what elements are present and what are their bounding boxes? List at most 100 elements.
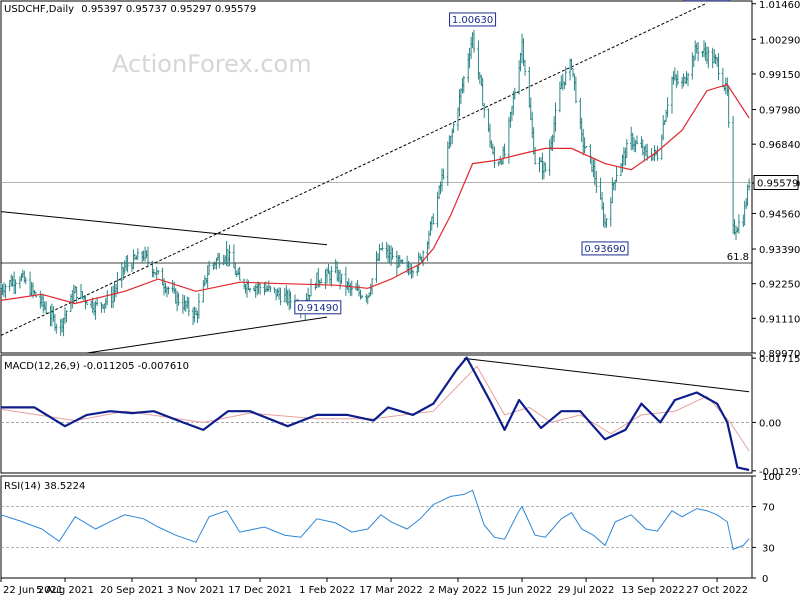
ohlc-bar — [529, 97, 532, 121]
ohlc-bar — [285, 285, 288, 304]
ohlc-bar — [644, 144, 647, 157]
ohlc-bar — [11, 275, 14, 287]
ohlc-bar — [426, 241, 429, 262]
triangle-trendline — [86, 316, 328, 354]
ohlc-bar — [548, 139, 551, 176]
ohlc-bar — [643, 146, 646, 162]
ohlc-bar — [161, 267, 164, 286]
ohlc-bar — [289, 291, 292, 309]
ohlc-bar — [472, 30, 476, 53]
ohlc-bar — [2, 282, 6, 297]
ohlc-bar — [155, 266, 158, 279]
triangle-trendline — [0, 211, 328, 246]
x-tick-label: 17 Mar 2022 — [359, 585, 422, 596]
ohlc-bar — [315, 272, 318, 288]
ohlc-bar — [624, 147, 627, 166]
ohlc-bar — [157, 270, 160, 275]
price-label-box — [449, 12, 497, 27]
ohlc-bar — [664, 109, 668, 122]
ohlc-bar — [583, 137, 586, 154]
ohlc-bar — [71, 290, 74, 309]
price-y-tick-label: 0.94560 — [759, 209, 800, 220]
price-label-box — [683, 0, 731, 2]
ohlc-bar — [520, 33, 524, 64]
ohlc-bar — [563, 81, 566, 89]
ohlc-bar — [602, 202, 605, 227]
ohlc-bar — [116, 272, 119, 294]
price-y-tick-label: 1.00290 — [759, 35, 800, 46]
ohlc-bar — [376, 253, 380, 262]
ohlc-bar — [143, 246, 147, 262]
ohlc-bar — [462, 76, 465, 93]
ohlc-bar — [28, 271, 32, 297]
ohlc-bar — [691, 52, 694, 80]
ohlc-bar — [357, 284, 361, 297]
ohlc-bar — [477, 40, 480, 80]
ohlc-bar — [717, 53, 720, 81]
ohlc-bar — [531, 111, 534, 139]
ohlc-bar — [254, 284, 257, 298]
ohlc-bar — [269, 285, 272, 293]
ohlc-bar — [360, 294, 364, 299]
ohlc-bar — [152, 269, 155, 278]
watermark: ActionForex.com — [112, 50, 312, 78]
ohlc-bar — [622, 147, 626, 166]
ohlc-bar — [727, 85, 730, 128]
ohlc-bar — [676, 70, 679, 86]
ohlc-bar — [600, 192, 604, 210]
ohlc-bar — [552, 116, 556, 143]
macd-y-tick-label: 0.00 — [759, 418, 781, 429]
ohlc-bar — [680, 77, 684, 89]
ohlc-bar — [490, 140, 493, 149]
ohlc-bar — [196, 310, 199, 323]
ohlc-bar — [276, 288, 279, 297]
ohlc-bar — [378, 244, 381, 262]
dashed-trendline — [0, 2, 708, 336]
ohlc-bar — [446, 141, 449, 186]
ohlc-bar — [145, 250, 148, 259]
ohlc-bar — [114, 283, 118, 298]
ohlc-bar — [177, 292, 180, 306]
ohlc-bar — [238, 266, 241, 281]
ohlc-bar — [191, 307, 195, 326]
ohlc-bar — [483, 103, 486, 118]
ohlc-bar — [560, 75, 563, 90]
ohlc-bar — [263, 282, 266, 296]
price-y-tick-label: 0.96840 — [759, 140, 800, 151]
ohlc-bar — [593, 158, 596, 186]
ohlc-bar — [582, 128, 585, 156]
ohlc-bar — [666, 97, 669, 118]
ohlc-bar — [673, 67, 677, 81]
ohlc-bar — [122, 267, 125, 280]
x-tick-label: 5 Aug 2021 — [36, 585, 94, 596]
ohlc-bar — [469, 36, 473, 59]
ohlc-bar — [682, 73, 685, 87]
ohlc-bar — [456, 107, 460, 131]
ohlc-bar — [510, 106, 514, 121]
ohlc-bar — [662, 115, 665, 141]
ohlc-bar — [632, 137, 636, 152]
ohlc-bar — [274, 289, 278, 301]
ohlc-bar — [256, 282, 259, 296]
ohlc-bar — [448, 135, 451, 149]
symbol-label: USDCHF,Daily — [4, 4, 74, 15]
x-tick-label: 17 Dec 2021 — [228, 585, 292, 596]
ohlc-bar — [603, 213, 607, 229]
x-tick-label: 1 Feb 2022 — [299, 585, 355, 596]
price-y-tick-label: 1.01460 — [759, 0, 800, 11]
ohlc-bar — [571, 68, 575, 78]
ohlc-bar — [100, 302, 103, 313]
ohlc-bar — [421, 250, 425, 267]
price-pane-frame — [0, 0, 753, 354]
ohlc-bar — [731, 116, 735, 235]
ohlc-bar — [554, 102, 557, 132]
ohlc-bar — [523, 59, 527, 76]
ohlc-bar — [286, 289, 289, 306]
ohlc-bar — [92, 302, 96, 316]
ohlc-bar — [132, 249, 135, 270]
ohlc-bar — [24, 276, 27, 285]
ohlc-bar — [419, 253, 422, 261]
ohlc-bars — [0, 30, 751, 337]
ohlc-bar — [614, 180, 617, 191]
